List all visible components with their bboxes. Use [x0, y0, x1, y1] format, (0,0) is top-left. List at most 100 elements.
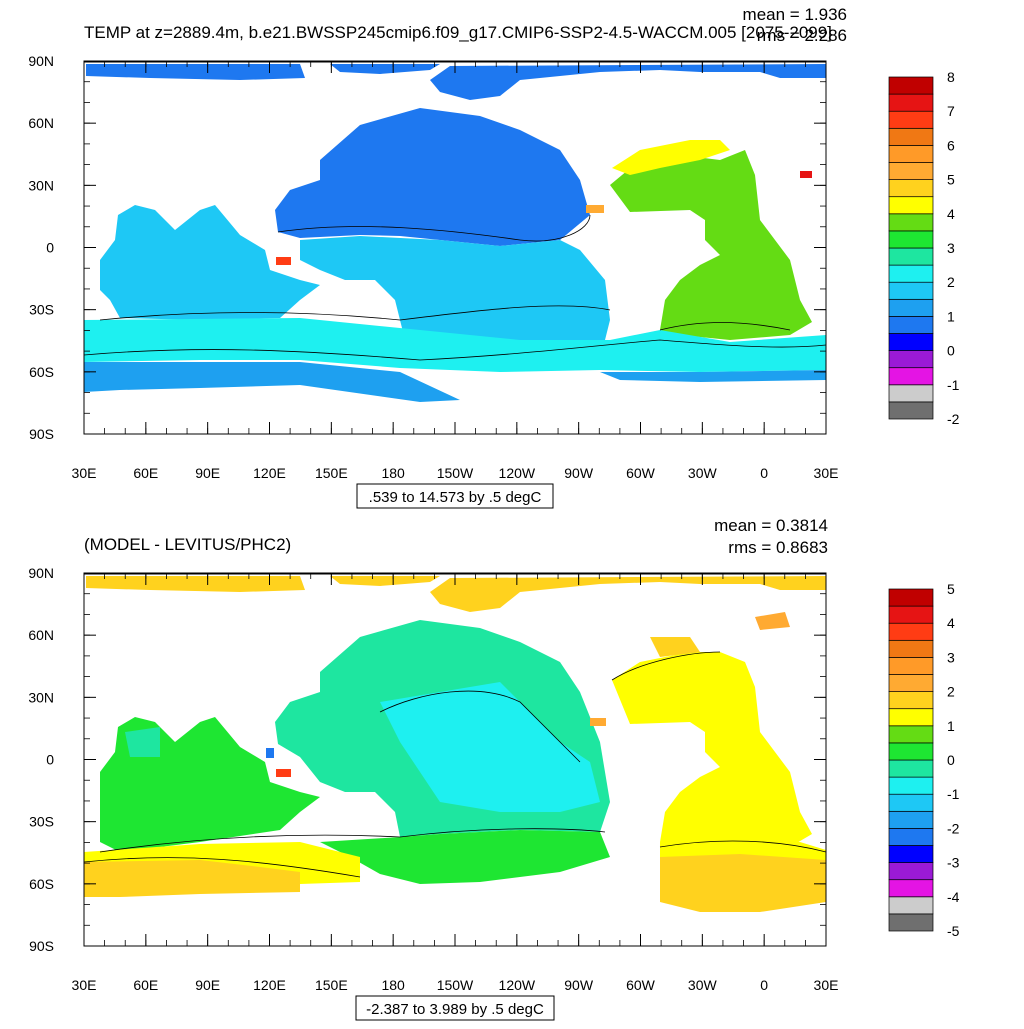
- top-colorbar-swatch: [888, 247, 934, 266]
- top-colorbar-swatch: [888, 110, 934, 129]
- top-colorbar-label: 0: [947, 343, 955, 359]
- bottom-colorbar-swatch: [888, 810, 934, 829]
- bottom-colorbar-swatch: [888, 674, 934, 692]
- bottom-panel: mean = 0.3814 (MODEL - LEVITUS/PHC2) rms…: [0, 512, 1024, 1024]
- bottom-contour-2: [99, 828, 606, 853]
- bottom-southern-east: [660, 847, 826, 912]
- top-indian-ocean: [100, 205, 320, 320]
- bottom-arctic-west: [330, 576, 440, 586]
- top-colorbar-label: 5: [947, 172, 955, 188]
- bottom-colorbar-swatch: [888, 708, 934, 727]
- top-colorbar-swatch: [888, 179, 934, 198]
- bottom-lat-ticks: 90N 60N 30N 0 30S 60S 90S: [28, 565, 826, 954]
- bottom-contour-4: [611, 651, 721, 681]
- bottom-lon-label: 150W: [437, 977, 474, 993]
- top-colorbar-swatch: [888, 162, 934, 180]
- top-colorbar-swatch: [888, 316, 934, 334]
- bottom-lat-label: 90S: [29, 938, 54, 954]
- top-colorbar-label: 4: [947, 206, 955, 222]
- top-lon-label: 60W: [626, 465, 656, 481]
- bottom-coldspot: [266, 748, 274, 758]
- bottom-colorbar-swatch: [888, 725, 934, 744]
- bottom-atlantic-edge: [650, 637, 700, 657]
- top-north-atlantic: [612, 140, 730, 175]
- top-contour-2: [99, 305, 611, 321]
- top-colorbar-swatch: [888, 93, 934, 112]
- bottom-lat-label: 30N: [28, 689, 54, 705]
- top-colorbar-swatch: [888, 384, 934, 403]
- top-colorbar-label: 1: [947, 308, 955, 324]
- top-antarctic-shelf-east: [600, 370, 826, 382]
- bottom-lon-label: 0: [760, 977, 768, 993]
- top-colorbar-swatch: [888, 196, 934, 215]
- top-lon-ticks: 30E 60E 90E 120E 150E 180 150W 120W 90W 60W 30W 0 30…: [72, 61, 838, 481]
- bottom-contour-3: [83, 857, 361, 878]
- top-colorbar-label: 7: [947, 103, 955, 119]
- bottom-panel-svg: mean = 0.3814 (MODEL - LEVITUS/PHC2) rms…: [28, 516, 960, 1021]
- top-lat-label: 90N: [28, 53, 54, 69]
- top-range-label: .539 to 14.573 by .5 degC: [369, 489, 542, 506]
- bottom-colorbar-swatch: [888, 639, 934, 658]
- bottom-colorbar-label: 2: [947, 684, 955, 700]
- bottom-colorbar-swatch: [888, 776, 934, 795]
- bottom-arctic-ocean-east: [430, 576, 826, 612]
- top-lon-label: 30W: [688, 465, 718, 481]
- top-panel: mean = 1.936 TEMP at z=2889.4m, b.e21.BW…: [0, 0, 1024, 512]
- top-lat-ticks: 90N 60N 30N 0 30S 60S 90S: [28, 53, 826, 442]
- bottom-colorbar-swatch: [888, 793, 934, 812]
- bottom-lat-label: 60S: [29, 876, 54, 892]
- bottom-colorbar-label: -5: [947, 923, 960, 939]
- top-colorbar: -2 -1 0 1 2 3 4 5 6 7 8: [888, 69, 960, 427]
- bottom-colorbar-label: 5: [947, 581, 955, 597]
- top-arctic-west: [330, 64, 440, 74]
- top-panel-title: TEMP at z=2889.4m, b.e21.BWSSP245cmip6.f…: [84, 23, 832, 42]
- bottom-lon-label: 30W: [688, 977, 718, 993]
- top-colorbar-swatch: [888, 230, 934, 249]
- top-colorbar-swatch: [888, 333, 934, 351]
- top-colorbar-swatch: [888, 264, 934, 283]
- top-hotspot-med: [800, 171, 812, 178]
- bottom-lat-label: 0: [46, 752, 54, 768]
- top-panel-rms: rms = 2.286: [757, 26, 847, 45]
- top-antarctic-shelf: [84, 362, 460, 402]
- bottom-lon-label: 180: [381, 977, 405, 993]
- bottom-southern-orange: [84, 860, 300, 897]
- bottom-colorbar-swatch: [888, 879, 934, 898]
- bottom-colorbar-swatch: [888, 657, 934, 675]
- top-panel-svg: mean = 1.936 TEMP at z=2889.4m, b.e21.BW…: [28, 5, 960, 509]
- top-panel-mean: mean = 1.936: [743, 5, 847, 24]
- top-range-box: [356, 483, 554, 509]
- bottom-lon-label: 120W: [499, 977, 536, 993]
- top-colorbar-swatch: [888, 298, 934, 317]
- top-lon-label: 150E: [315, 465, 348, 481]
- bottom-lat-label: 90N: [28, 565, 54, 581]
- top-colorbar-swatch: [888, 350, 934, 369]
- top-southern-ocean: [84, 318, 826, 372]
- bottom-lon-label: 60E: [133, 977, 158, 993]
- bottom-contour-1: [379, 690, 581, 763]
- bottom-colorbar-label: -2: [947, 820, 960, 836]
- top-arctic-ocean: [86, 64, 305, 80]
- bottom-colorbar-label: 0: [947, 752, 955, 768]
- top-colorbar-swatch: [888, 145, 934, 163]
- bottom-colorbar-label: 1: [947, 718, 955, 734]
- bottom-colorbar-swatch: [888, 862, 934, 881]
- top-map: [83, 60, 827, 435]
- top-lon-label: 180: [381, 465, 405, 481]
- bottom-lat-label: 30S: [29, 814, 54, 830]
- bottom-panel-title: (MODEL - LEVITUS/PHC2): [84, 535, 291, 554]
- bottom-colorbar: -5 -4 -3 -2 -1 0 1 2 3 4 5: [888, 581, 960, 939]
- top-lon-label: 90E: [195, 465, 220, 481]
- bottom-hotspot-gulf: [590, 718, 606, 726]
- top-lat-label: 60S: [29, 364, 54, 380]
- top-lat-label: 90S: [29, 426, 54, 442]
- bottom-arctic-ocean: [86, 576, 305, 592]
- bottom-colorbar-label: -4: [947, 889, 960, 905]
- bottom-lon-label: 30E: [72, 977, 97, 993]
- bottom-colorbar-swatch: [888, 691, 934, 710]
- bottom-atlantic: [612, 652, 812, 852]
- top-lat-label: 30N: [28, 177, 54, 193]
- bottom-lon-label: 90W: [564, 977, 594, 993]
- top-colorbar-swatch: [888, 281, 934, 300]
- bottom-colorbar-label: -3: [947, 855, 960, 871]
